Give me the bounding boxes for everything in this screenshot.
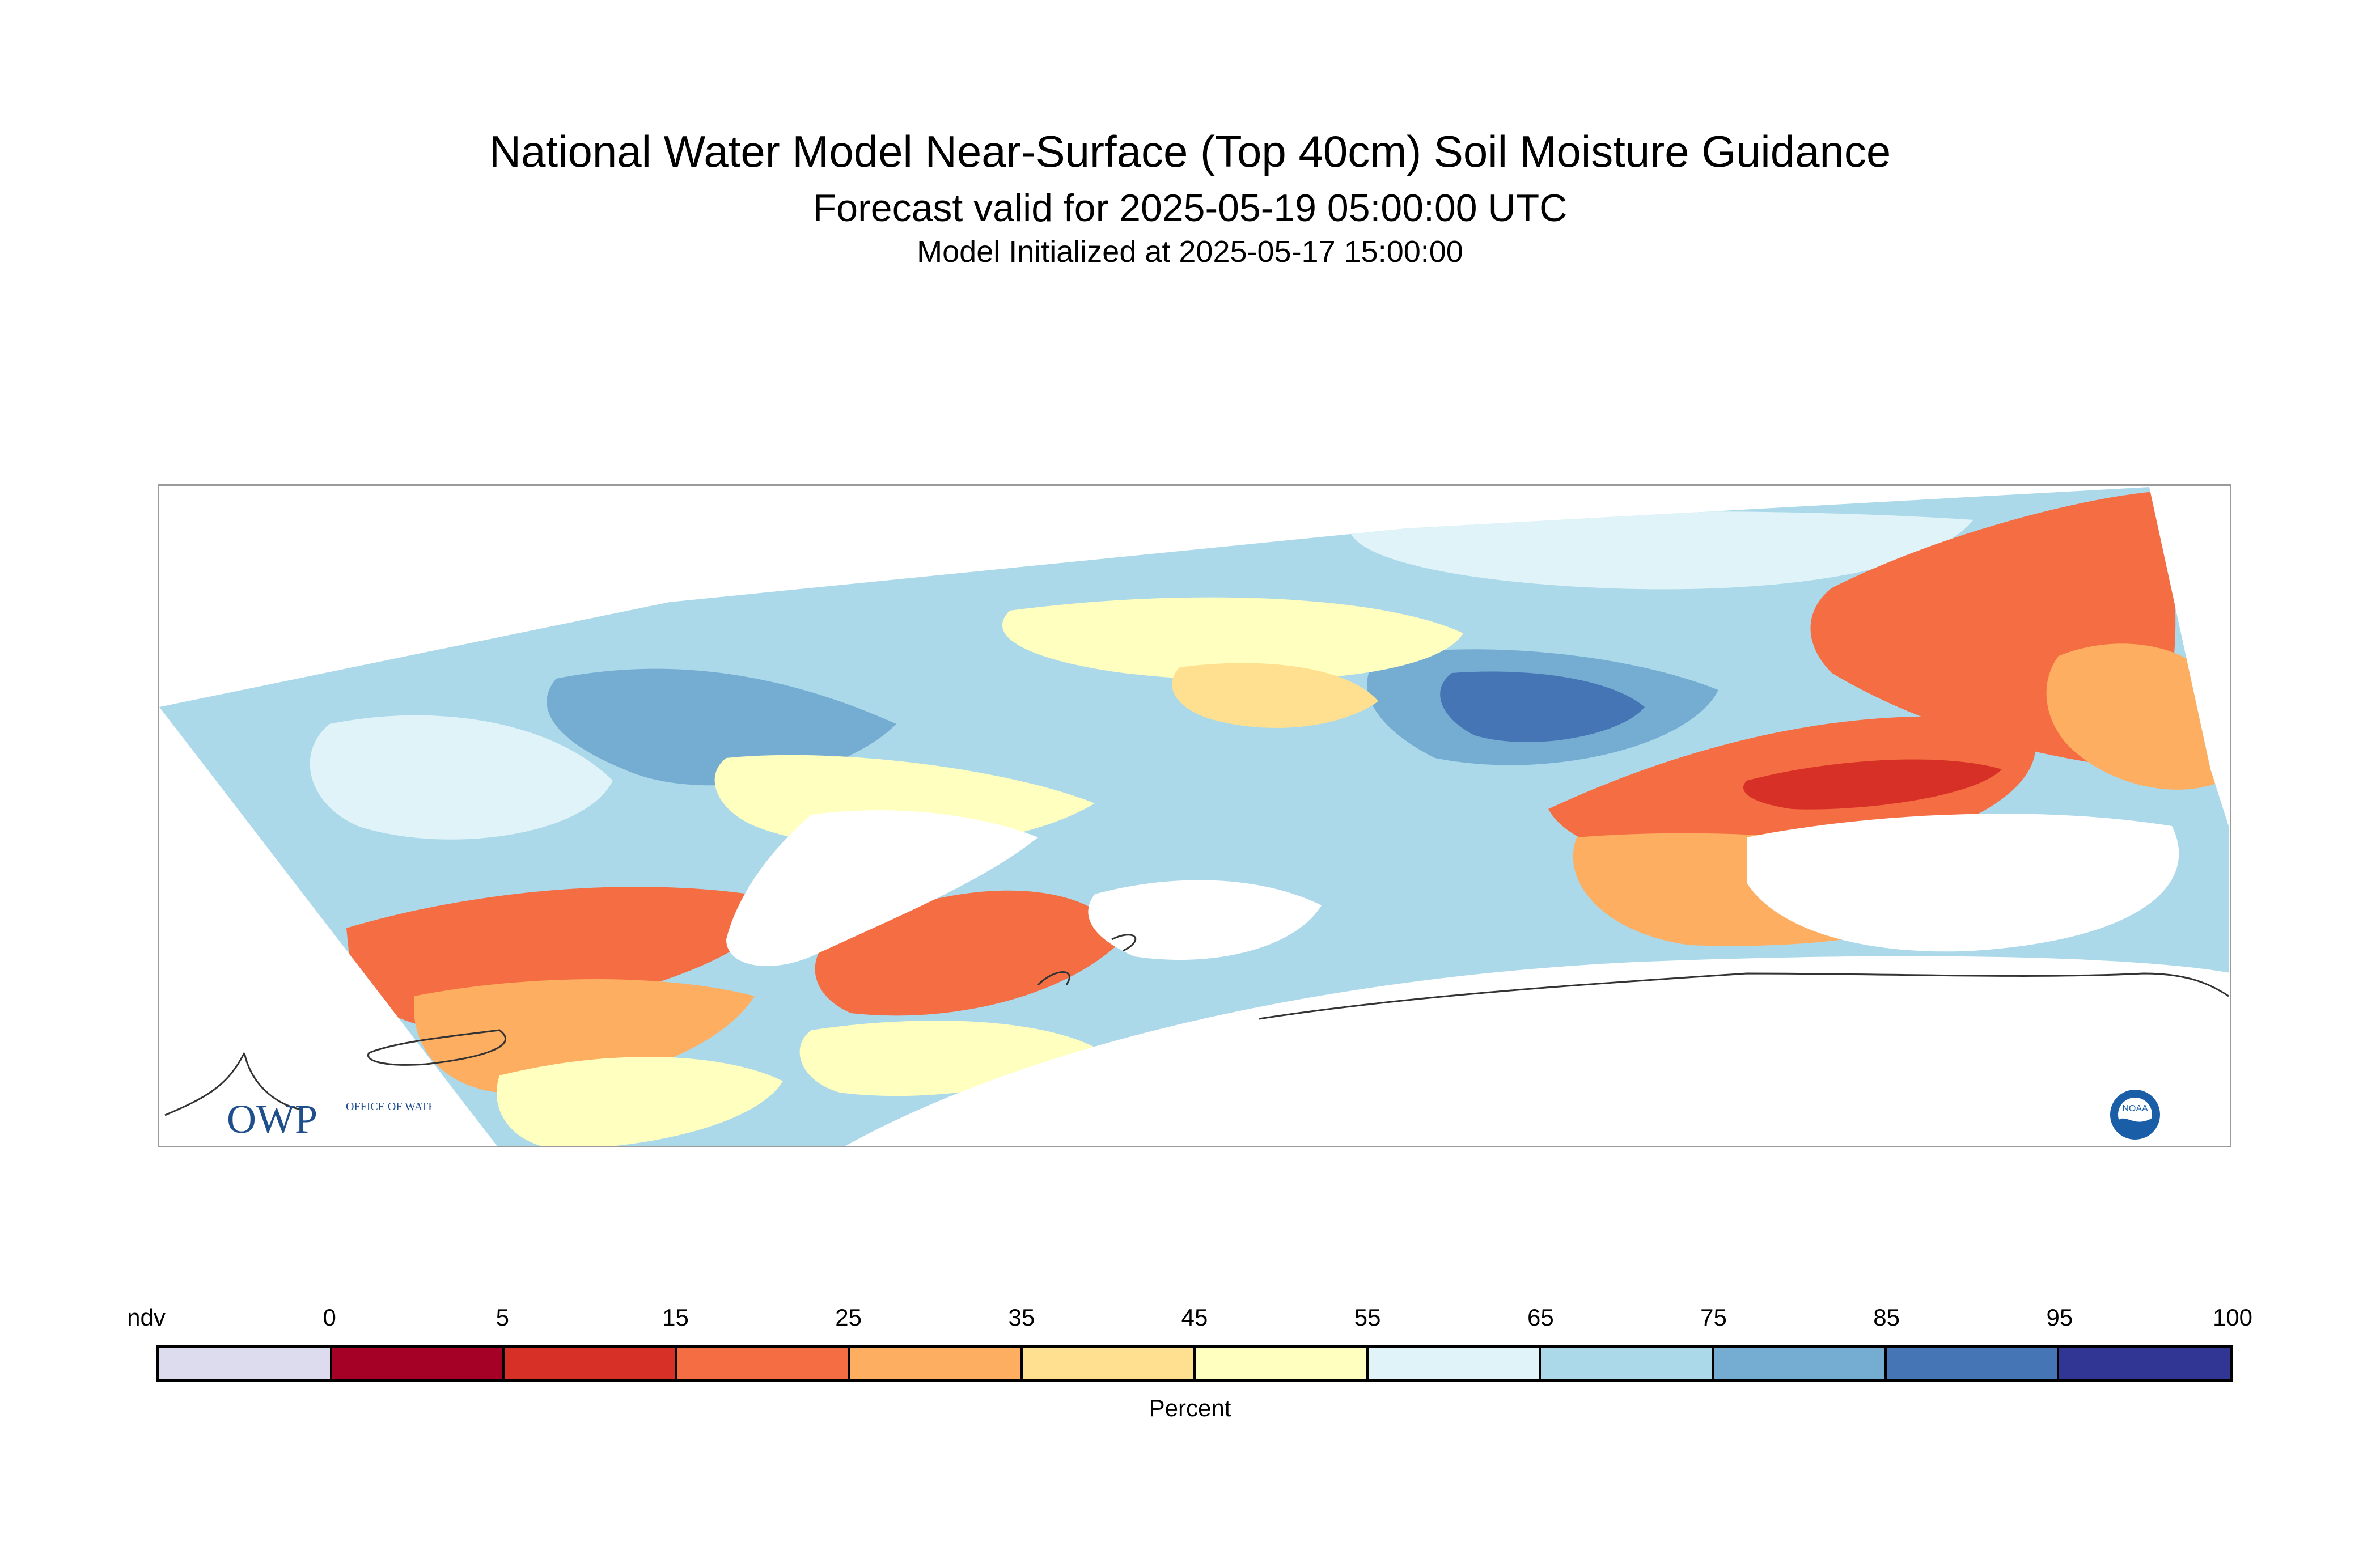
coastline-bristol-bay: [367, 1029, 506, 1066]
map-panel: [158, 484, 2231, 1147]
class-55-65-region-east: [1348, 511, 1974, 590]
colorbar-tick-label: 95: [2046, 1304, 2073, 1331]
no-data-gulf-of-alaska: [840, 956, 2229, 1146]
map-title: National Water Model Near-Surface (Top 4…: [489, 126, 1891, 176]
colorbar-tick-label: 25: [835, 1304, 862, 1331]
class-15-25-region-kenai: [815, 890, 1123, 1016]
colorbar-box-10: [1886, 1348, 2060, 1379]
colorbar-box-9: [1714, 1348, 1887, 1379]
colorbar-box-11: [2059, 1348, 2230, 1379]
colorbar-tick-label: 15: [662, 1304, 689, 1331]
colorbar-tick-label: 65: [1527, 1304, 1554, 1331]
owp-logo-text: OWP: [227, 1096, 317, 1142]
noaa-logo-text: NOAA: [2122, 1104, 2148, 1113]
coastline-alaska-peninsula: [164, 1052, 302, 1116]
class-45-55-region: [1002, 597, 1463, 681]
colorbar-legend: ndv 0 5 15 25 35 45 55 65 75 85 95 100 Percent: [0, 1304, 2380, 1474]
class-35-45-region: [1172, 663, 1378, 728]
no-data-icefield-kenai: [1088, 880, 1322, 960]
class-25-35-region-southwest: [413, 979, 755, 1093]
no-data-cook-inlet: [726, 810, 1038, 966]
no-data-icefield-st-elias: [1747, 814, 2179, 952]
class-55-65-region: [310, 715, 613, 840]
colorbar-tick-label: 35: [1008, 1304, 1035, 1331]
colorbar-tick-label: 100: [2212, 1304, 2253, 1331]
colorbar-box-2: [505, 1348, 678, 1379]
colorbar-boxes: [156, 1345, 2233, 1382]
soil-moisture-map: [159, 487, 2229, 1146]
colorbar-box-3: [677, 1348, 850, 1379]
colorbar-box-8: [1541, 1348, 1714, 1379]
model-initialized-subtitle: Model Initialized at 2025-05-17 15:00:00: [917, 235, 1463, 269]
forecast-valid-subtitle: Forecast valid for 2025-05-19 05:00:00 U…: [812, 187, 1568, 230]
colorbar-box-5: [1023, 1348, 1196, 1379]
coastline-southeast: [1259, 972, 2229, 1020]
class-45-55-region-alaska-peninsula: [497, 1057, 783, 1146]
colorbar-box-4: [850, 1348, 1023, 1379]
colorbar-tick-label: 55: [1354, 1304, 1381, 1331]
noaa-logo: NOAA: [2109, 1089, 2161, 1141]
colorbar-tick-label: 45: [1181, 1304, 1208, 1331]
colorbar-box-7: [1368, 1348, 1542, 1379]
owp-logo: OWP OFFICE OF WATER PREDICTION: [227, 1093, 513, 1144]
colorbar-tick-label: 85: [1873, 1304, 1900, 1331]
colorbar-box-0: [159, 1348, 332, 1379]
class-25-35-region-yukon-east: [2046, 643, 2223, 790]
owp-logo-subtitle: OFFICE OF WATER PREDICTION: [346, 1100, 431, 1113]
class-5-15-region-mountains: [1743, 759, 2002, 810]
coastline-kodiak: [1037, 934, 1137, 986]
colorbar-tick-label: ndv: [127, 1304, 166, 1331]
colorbar-tick-label: 5: [496, 1304, 510, 1331]
colorbar-units-label: Percent: [1149, 1395, 1231, 1421]
colorbar-box-1: [332, 1348, 505, 1379]
colorbar-box-6: [1196, 1348, 1369, 1379]
colorbar-tick-label: 75: [1700, 1304, 1727, 1331]
class-85-95-region: [1440, 671, 1645, 742]
colorbar-tick-label: 0: [323, 1304, 336, 1331]
